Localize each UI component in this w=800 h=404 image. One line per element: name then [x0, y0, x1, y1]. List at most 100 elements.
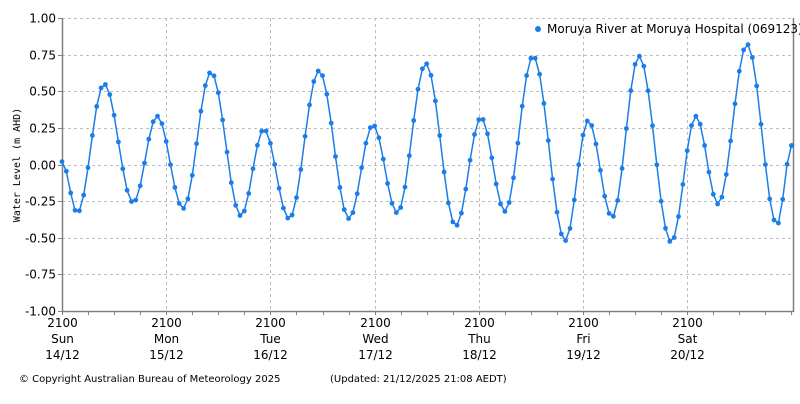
data-point [784, 161, 790, 167]
data-point [459, 210, 464, 216]
data-point [732, 101, 738, 107]
data-point [776, 220, 781, 226]
data-point [624, 126, 629, 131]
data-point [472, 132, 477, 137]
data-point [250, 166, 256, 172]
data-point [689, 123, 694, 128]
y-tick-label: 0.25 [29, 122, 56, 136]
data-point [437, 133, 443, 138]
data-point [185, 196, 191, 202]
data-point [767, 196, 773, 202]
data-point [311, 79, 317, 84]
data-point [146, 136, 152, 142]
data-point [168, 162, 173, 168]
data-point [454, 222, 460, 228]
data-point [85, 165, 91, 171]
data-point [298, 167, 304, 172]
data-point [433, 98, 438, 104]
data-point [202, 83, 208, 88]
data-point [233, 202, 239, 208]
data-point [172, 185, 178, 190]
data-point [480, 117, 486, 122]
data-point [498, 201, 503, 207]
data-point [580, 132, 586, 138]
data-point [398, 205, 404, 210]
data-point [63, 168, 69, 174]
data-point [224, 149, 230, 155]
data-point [441, 169, 447, 175]
data-point [237, 213, 243, 218]
svg-text:18/12: 18/12 [462, 348, 497, 362]
data-point [72, 207, 78, 213]
data-point [632, 61, 638, 67]
data-point [467, 157, 473, 163]
data-point [107, 92, 113, 97]
data-point [511, 175, 516, 181]
data-point [619, 166, 625, 171]
data-point [393, 210, 399, 216]
svg-text:Fri: Fri [576, 332, 590, 346]
data-point [120, 166, 126, 172]
data-point [150, 119, 156, 125]
data-point [567, 226, 573, 231]
data-point [489, 155, 495, 161]
data-point [372, 123, 377, 129]
data-point [333, 154, 338, 159]
data-point [736, 68, 742, 74]
data-point [385, 181, 390, 186]
y-tick-label: -0.25 [25, 195, 56, 209]
data-point [598, 167, 603, 173]
data-point [302, 133, 308, 139]
svg-text:Thu: Thu [467, 332, 491, 346]
data-point [77, 208, 82, 214]
data-point [723, 172, 729, 177]
data-point [667, 239, 673, 244]
data-point [680, 182, 686, 187]
data-point [142, 160, 147, 166]
x-tick-label: 2100 Mon 15/12 [149, 316, 184, 362]
y-axis-label: Water Level (m AHD) [12, 108, 23, 222]
updated-timestamp: (Updated: 21/12/2025 21:08 AEDT) [330, 374, 507, 385]
data-point [550, 176, 555, 182]
svg-text:20/12: 20/12 [670, 348, 705, 362]
data-point [606, 211, 612, 216]
data-point [289, 212, 295, 218]
data-point [754, 83, 760, 89]
data-point [246, 191, 252, 196]
svg-text:2100: 2100 [47, 316, 78, 330]
svg-text:14/12: 14/12 [45, 348, 80, 362]
data-point [641, 63, 647, 69]
x-tick-label: 2100 Sun 14/12 [45, 316, 80, 362]
data-point [376, 135, 382, 141]
y-tick-label: 1.00 [29, 12, 56, 26]
data-point [94, 104, 100, 109]
data-point [255, 142, 260, 148]
data-point [515, 140, 521, 146]
data-point [424, 61, 430, 67]
x-axis-ticks: 2100Sun14/122100Mon15/122100Tue16/122100… [45, 316, 705, 362]
data-point [133, 197, 139, 203]
data-point [129, 199, 134, 204]
x-tick-label: 2100 Sat 20/12 [670, 316, 705, 362]
data-point [741, 47, 746, 53]
data-point [59, 159, 65, 165]
data-point [215, 90, 221, 96]
data-point [519, 103, 525, 109]
data-point [337, 185, 343, 190]
svg-text:16/12: 16/12 [253, 348, 288, 362]
data-point [276, 185, 282, 191]
data-point [532, 55, 538, 61]
data-point [676, 214, 681, 219]
data-point [528, 55, 534, 61]
data-point [697, 121, 703, 127]
data-point [663, 225, 668, 231]
data-point [307, 102, 312, 108]
legend-label: Moruya River at Moruya Hospital (069123) [547, 22, 800, 36]
data-point [176, 201, 182, 206]
svg-text:Wed: Wed [362, 332, 388, 346]
data-point [272, 162, 278, 167]
data-point [363, 140, 369, 146]
data-point [415, 86, 421, 92]
y-tick-label: 0.75 [29, 49, 56, 63]
